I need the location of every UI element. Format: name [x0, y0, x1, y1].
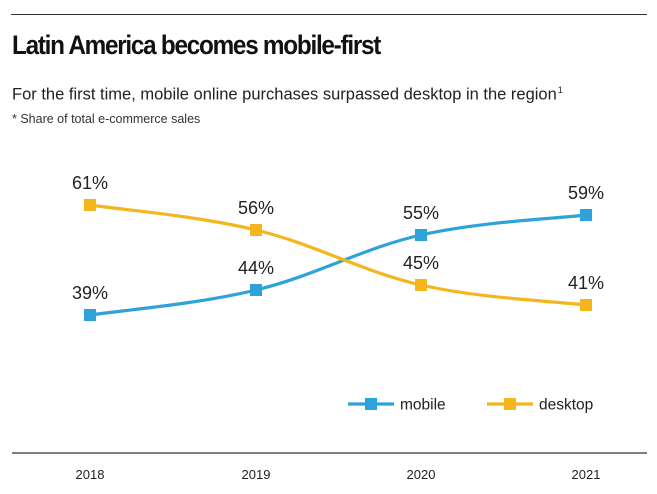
desktop-marker-2018: [84, 199, 96, 211]
series-lines: [88, 203, 588, 317]
data-labels: 39% 44% 55% 59% 61% 56% 45% 41%: [72, 173, 604, 303]
desktop-marker-2020: [415, 279, 427, 291]
footnote-mark: 1: [557, 85, 563, 95]
mobile-marker-2019: [250, 284, 262, 296]
desktop-label-2019: 56%: [238, 198, 274, 218]
subtitle-text: For the first time, mobile online purcha…: [12, 85, 557, 104]
mobile-label-2021: 59%: [568, 183, 604, 203]
x-tick-label-2018: 2018: [76, 467, 105, 482]
mobile-legend-label: mobile: [400, 397, 446, 414]
desktop-label-2018: 61%: [72, 173, 108, 193]
chart-subtitle: For the first time, mobile online purcha…: [12, 85, 563, 105]
mobile-marker-2018: [84, 309, 96, 321]
x-axis-ticks: 2018 2019 2020 2021: [76, 467, 601, 482]
desktop-marker-2021: [580, 299, 592, 311]
desktop-legend-label: desktop: [539, 397, 593, 414]
desktop-legend-marker: [504, 398, 516, 410]
mobile-marker-2020: [415, 229, 427, 241]
mobile-label-2019: 44%: [238, 258, 274, 278]
mobile-line: [88, 213, 588, 317]
x-tick-label-2020: 2020: [407, 467, 436, 482]
x-tick-label-2021: 2021: [572, 467, 601, 482]
mobile-legend-marker: [365, 398, 377, 410]
x-tick-label-2019: 2019: [242, 467, 271, 482]
mobile-marker-2021: [580, 209, 592, 221]
desktop-line: [88, 203, 588, 307]
legend: mobile desktop: [348, 397, 593, 414]
desktop-marker-2019: [250, 224, 262, 236]
desktop-label-2021: 41%: [568, 273, 604, 293]
chart-note: * Share of total e-commerce sales: [12, 112, 201, 126]
desktop-label-2020: 45%: [403, 253, 439, 273]
mobile-label-2018: 39%: [72, 283, 108, 303]
top-rule: [11, 14, 647, 15]
chart-title: Latin America becomes mobile-first: [12, 30, 381, 60]
mobile-label-2020: 55%: [403, 203, 439, 223]
series-markers: [84, 199, 592, 321]
